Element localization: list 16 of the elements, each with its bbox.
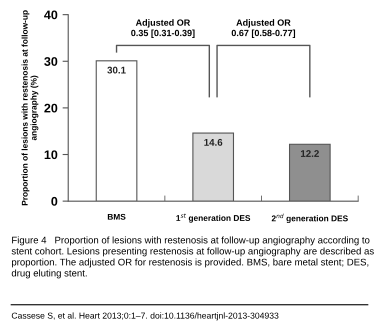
y-tick-label: 0 [51, 196, 58, 206]
data-label: 30.1 [107, 66, 126, 74]
caption: Figure 4 Proportion of lesions with restenosis at follow-up angiography according to stent cohort. Lesions presenting restenosis at follow-up angiography are described as proportion. The adjusted OR for restenosis is provided. BMS, bare metal stent; DES, drug eluting stent. [12, 236, 374, 278]
y-tick-label: 10 [44, 150, 58, 160]
x-tick-label: 1$^{st}$ generation DES [176, 214, 250, 223]
y-tick-label: 20 [44, 104, 58, 113]
data-label: 14.6 [204, 138, 222, 146]
y-tick-label: 30 [44, 57, 58, 66]
text: Cassese S, et al. Heart 2013;0:1–7. doi:10.1136/heartjnl-2013-304933 [12, 312, 278, 320]
annotation: Adjusted OR 0.67 [0.58-0.77] [232, 19, 296, 38]
annotation: Adjusted OR 0.35 [0.31-0.39] [131, 19, 195, 38]
x-tick-label: 2$^{nd}$ generation DES [272, 214, 348, 224]
y-axis-title: Proportion of lesions with restenosis at follow-up angiography (%) [22, 10, 38, 206]
y-tick-label: 40 [44, 10, 58, 20]
data-label: 12.2 [300, 150, 319, 157]
x-tick-label: BMS [108, 214, 126, 220]
